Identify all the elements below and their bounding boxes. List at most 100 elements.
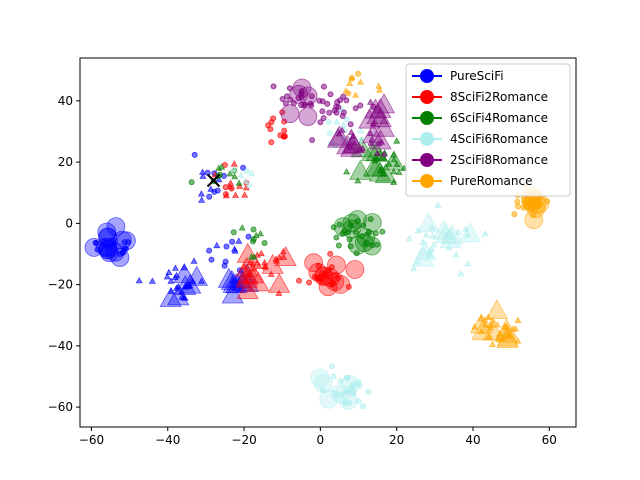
x-tick-label: 0 bbox=[317, 433, 325, 447]
data-point-6scifi4romance bbox=[381, 155, 389, 162]
legend-item: PureSciFi bbox=[412, 69, 504, 83]
legend-marker bbox=[420, 111, 434, 125]
data-point-8scifi2romance bbox=[232, 191, 240, 198]
data-point-pureromance bbox=[489, 340, 497, 348]
data-point-6scifi4romance bbox=[250, 226, 257, 233]
data-point-6scifi4romance bbox=[373, 241, 380, 248]
data-point-6scifi4romance bbox=[367, 216, 374, 223]
data-point-4scifi6romance bbox=[464, 259, 472, 267]
data-point-2scifi8romance bbox=[289, 84, 309, 104]
legend-item: 4SciFi6Romance bbox=[412, 132, 548, 146]
data-point-2scifi8romance bbox=[328, 125, 351, 146]
data-point-purescifi bbox=[240, 164, 247, 171]
legend-item: 2SciFi8Romance bbox=[412, 153, 548, 167]
data-point-purescifi bbox=[148, 277, 156, 284]
data-point-2scifi8romance bbox=[283, 93, 290, 100]
data-point-6scifi4romance bbox=[238, 224, 246, 231]
data-point-8scifi2romance bbox=[275, 253, 283, 260]
data-point-4scifi6romance bbox=[405, 234, 413, 242]
data-point-pureromance bbox=[514, 337, 522, 344]
legend-label: 2SciFi8Romance bbox=[450, 153, 548, 167]
data-point-8scifi2romance bbox=[327, 250, 334, 257]
data-point-2scifi8romance bbox=[352, 105, 359, 112]
data-point-4scifi6romance bbox=[328, 363, 335, 370]
data-point-2scifi8romance bbox=[361, 123, 385, 144]
legend-label: PureSciFi bbox=[450, 69, 504, 83]
data-point-8scifi2romance bbox=[222, 184, 229, 191]
data-point-4scifi6romance bbox=[428, 223, 436, 231]
data-point-4scifi6romance bbox=[442, 231, 450, 238]
x-tick-label: −40 bbox=[155, 433, 180, 447]
legend-label: 8SciFi2Romance bbox=[450, 90, 548, 104]
data-point-pureromance bbox=[477, 314, 485, 322]
data-point-8scifi2romance bbox=[247, 271, 270, 292]
y-tick-label: −60 bbox=[48, 400, 73, 414]
data-point-6scifi4romance bbox=[261, 239, 268, 246]
data-point-4scifi6romance bbox=[355, 379, 362, 386]
data-point-4scifi6romance bbox=[458, 222, 482, 243]
data-point-pureromance bbox=[471, 323, 479, 330]
data-point-6scifi4romance bbox=[230, 229, 237, 236]
y-tick-label: 20 bbox=[58, 155, 73, 169]
data-point-purescifi bbox=[191, 151, 198, 158]
y-axis-ticks: −60 −40 −20 0 20 40 bbox=[48, 94, 80, 414]
data-point-purescifi bbox=[98, 228, 118, 248]
data-point-2scifi8romance bbox=[319, 98, 326, 105]
data-point-8scifi2romance bbox=[267, 270, 275, 277]
data-point-2scifi8romance bbox=[372, 93, 396, 114]
data-point-2scifi8romance bbox=[333, 109, 340, 116]
data-point-6scifi4romance bbox=[347, 222, 354, 229]
data-point-pureromance bbox=[346, 79, 354, 86]
data-point-4scifi6romance bbox=[310, 368, 330, 388]
data-point-purescifi bbox=[198, 277, 206, 284]
data-point-6scifi4romance bbox=[335, 242, 342, 249]
data-point-4scifi6romance bbox=[333, 389, 340, 396]
data-point-6scifi4romance bbox=[248, 253, 256, 260]
x-marker bbox=[206, 173, 221, 188]
data-point-4scifi6romance bbox=[340, 120, 348, 128]
data-point-4scifi6romance bbox=[230, 166, 238, 173]
data-point-4scifi6romance bbox=[452, 251, 460, 258]
legend-item: PureRomance bbox=[412, 174, 532, 188]
data-point-8scifi2romance bbox=[226, 183, 234, 190]
data-point-4scifi6romance bbox=[326, 130, 333, 137]
data-point-8scifi2romance bbox=[345, 260, 365, 279]
data-point-purescifi bbox=[174, 282, 182, 290]
data-point-purescifi bbox=[178, 288, 186, 295]
data-point-purescifi bbox=[245, 233, 252, 240]
data-point-4scifi6romance bbox=[330, 373, 337, 380]
data-point-2scifi8romance bbox=[298, 86, 318, 106]
data-point-8scifi2romance bbox=[222, 191, 229, 198]
data-point-purescifi bbox=[135, 276, 143, 284]
data-point-pureromance bbox=[514, 198, 521, 205]
annotations bbox=[206, 173, 221, 188]
data-point-6scifi4romance bbox=[395, 168, 403, 175]
data-point-6scifi4romance bbox=[363, 239, 370, 246]
data-point-purescifi bbox=[197, 190, 205, 197]
data-point-8scifi2romance bbox=[334, 275, 341, 282]
axes-frame bbox=[79, 57, 577, 428]
data-point-8scifi2romance bbox=[268, 139, 275, 146]
y-tick-label: 0 bbox=[65, 216, 73, 230]
data-point-6scifi4romance bbox=[400, 164, 408, 171]
data-point-2scifi8romance bbox=[340, 136, 363, 157]
data-point-pureromance bbox=[345, 90, 352, 97]
data-point-4scifi6romance bbox=[338, 390, 358, 410]
data-point-4scifi6romance bbox=[357, 126, 365, 134]
data-point-pureromance bbox=[511, 211, 518, 218]
data-point-6scifi4romance bbox=[188, 179, 195, 186]
data-point-pureromance bbox=[504, 332, 512, 339]
data-point-4scifi6romance bbox=[359, 403, 366, 410]
data-point-purescifi bbox=[208, 256, 215, 263]
data-point-2scifi8romance bbox=[317, 119, 324, 126]
data-point-purescifi bbox=[185, 265, 208, 286]
data-point-8scifi2romance bbox=[345, 283, 352, 290]
data-point-8scifi2romance bbox=[318, 277, 338, 297]
data-point-2scifi8romance bbox=[338, 126, 346, 133]
data-point-4scifi6romance bbox=[412, 246, 435, 267]
data-point-2scifi8romance bbox=[339, 113, 346, 120]
data-point-4scifi6romance bbox=[248, 169, 256, 177]
x-tick-label: −60 bbox=[79, 433, 104, 447]
data-point-8scifi2romance bbox=[241, 191, 249, 198]
